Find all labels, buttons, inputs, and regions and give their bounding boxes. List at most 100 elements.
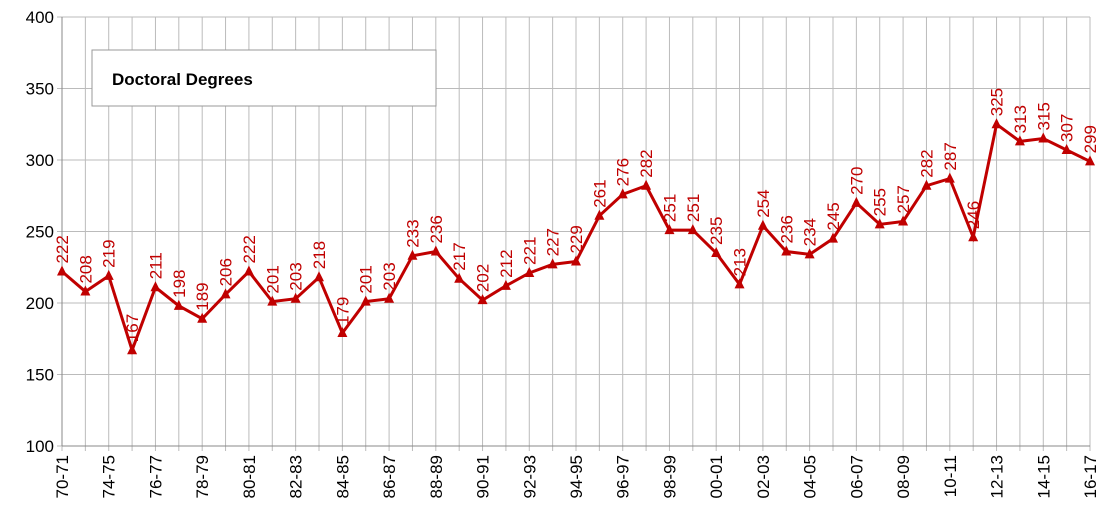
data-label: 282 <box>637 149 656 177</box>
data-label: 222 <box>53 235 72 263</box>
data-label: 287 <box>941 142 960 170</box>
marker <box>57 265 67 276</box>
data-label: 245 <box>824 202 843 230</box>
x-tick-label: 74-75 <box>100 455 119 498</box>
title-box <box>91 49 437 107</box>
marker <box>711 246 722 257</box>
data-label: 235 <box>707 217 726 245</box>
data-label: 282 <box>917 149 936 177</box>
data-label: 251 <box>684 194 703 222</box>
marker <box>991 118 1002 129</box>
x-tick-label: 86-87 <box>380 455 399 498</box>
marker <box>1085 155 1095 166</box>
x-tick-label: 90-91 <box>474 455 493 498</box>
data-label: 234 <box>801 218 820 246</box>
marker <box>757 219 768 230</box>
marker <box>384 292 395 303</box>
x-tick-label: 16-17 <box>1081 455 1100 498</box>
x-tick-label: 80-81 <box>240 455 259 498</box>
marker <box>524 266 535 277</box>
data-label: 257 <box>894 185 913 213</box>
marker <box>477 294 488 305</box>
marker <box>173 299 184 310</box>
data-label: 221 <box>520 237 539 265</box>
data-label: 201 <box>263 265 282 293</box>
data-label: 255 <box>871 188 890 216</box>
data-label: 198 <box>170 269 189 297</box>
marker <box>804 248 815 259</box>
x-tick-label: 00-01 <box>707 455 726 498</box>
x-tick-label: 04-05 <box>801 455 820 498</box>
data-label: 307 <box>1058 114 1077 142</box>
data-label: 251 <box>660 194 679 222</box>
marker <box>594 209 605 220</box>
marker <box>1014 135 1025 146</box>
marker <box>781 245 792 256</box>
marker <box>150 281 161 292</box>
data-label: 229 <box>567 225 586 253</box>
x-tick-label: 94-95 <box>567 455 586 498</box>
data-label: 179 <box>333 297 352 325</box>
x-tick-label: 12-13 <box>988 455 1007 498</box>
data-label: 202 <box>474 264 493 292</box>
data-label: 222 <box>240 235 259 263</box>
marker <box>898 215 909 226</box>
marker <box>314 271 324 282</box>
marker <box>687 224 698 235</box>
data-label: 206 <box>217 258 236 286</box>
marker <box>407 249 418 260</box>
data-label: 325 <box>988 88 1007 116</box>
marker <box>360 295 371 306</box>
data-label: 201 <box>357 265 376 293</box>
data-label: 315 <box>1034 102 1053 130</box>
marker <box>80 285 91 296</box>
x-tick-label: 82-83 <box>287 455 306 498</box>
marker <box>1038 132 1049 143</box>
data-label: 233 <box>403 219 422 247</box>
x-tick-label: 98-99 <box>660 455 679 498</box>
marker <box>197 312 208 323</box>
marker <box>617 188 628 199</box>
y-tick-label: 350 <box>26 80 54 99</box>
marker <box>220 288 231 299</box>
marker <box>454 272 465 283</box>
marker <box>851 196 862 207</box>
marker <box>500 279 511 290</box>
x-tick-label: 92-93 <box>520 455 539 498</box>
data-label: 261 <box>590 179 609 207</box>
data-label: 203 <box>287 262 306 290</box>
x-tick-label: 70-71 <box>53 455 72 498</box>
marker <box>734 278 745 289</box>
marker <box>968 231 979 242</box>
marker <box>944 172 955 183</box>
chart-title: Doctoral Degrees <box>112 70 253 89</box>
data-label: 276 <box>614 158 633 186</box>
marker <box>1061 143 1072 154</box>
x-tick-label: 14-15 <box>1034 455 1053 498</box>
marker <box>921 179 932 190</box>
data-label: 211 <box>146 252 165 279</box>
data-label: 254 <box>754 189 773 217</box>
marker <box>337 327 348 338</box>
data-label: 212 <box>497 249 516 277</box>
marker <box>127 344 138 355</box>
x-tick-label: 10-11 <box>941 455 960 497</box>
x-tick-label: 88-89 <box>427 455 446 498</box>
data-label: 270 <box>847 167 866 195</box>
marker <box>243 265 254 276</box>
marker <box>103 269 114 280</box>
y-tick-label: 250 <box>26 223 54 242</box>
y-tick-label: 150 <box>26 366 54 385</box>
marker <box>828 232 838 243</box>
marker <box>267 295 278 306</box>
marker <box>547 258 558 269</box>
x-tick-label: 06-07 <box>847 455 866 498</box>
data-label: 236 <box>427 215 446 243</box>
data-label: 299 <box>1081 125 1100 153</box>
plot: 100 150 200 250 300 350 400 70-71 74-75 76-77 78-7… <box>26 8 1100 498</box>
data-label: 236 <box>777 215 796 243</box>
marker <box>641 179 652 190</box>
marker <box>874 218 885 229</box>
x-tick-label: 76-77 <box>146 455 165 498</box>
